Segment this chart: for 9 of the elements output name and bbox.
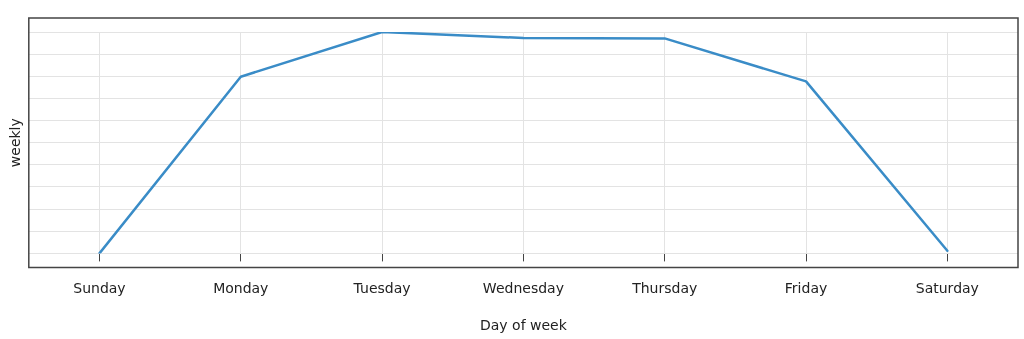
x-tick-label: Sunday (73, 280, 126, 297)
x-tick-label: Thursday (631, 280, 698, 297)
x-tick-label: Wednesday (482, 280, 564, 297)
y-axis-title: weekly (7, 118, 24, 168)
x-axis-title: Day of week (479, 317, 568, 334)
x-tick-label: Monday (213, 280, 269, 297)
x-tick-label: Saturday (915, 280, 979, 297)
x-tick-label: Tuesday (352, 280, 411, 297)
x-tick-label: Friday (784, 280, 828, 297)
